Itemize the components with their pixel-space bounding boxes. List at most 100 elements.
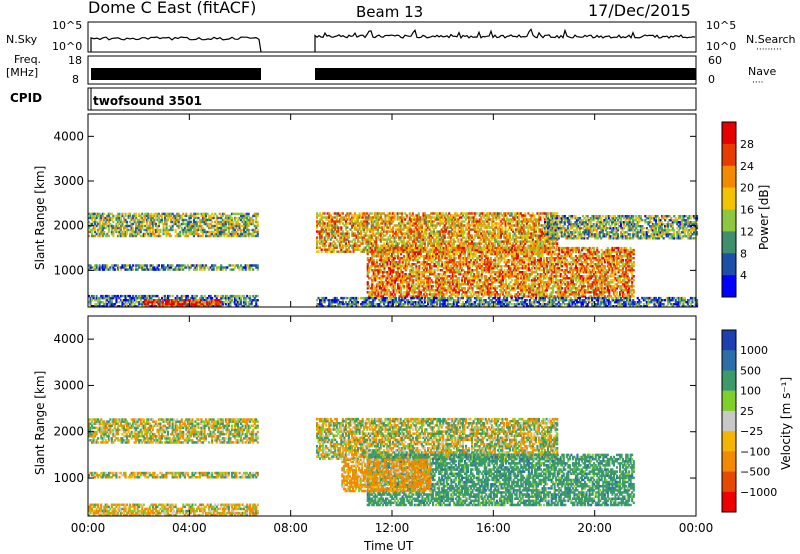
power-echo-cell (110, 230, 113, 234)
power-echo-cell (358, 232, 361, 235)
power-echo-cell (132, 305, 135, 308)
power-echo-cell (165, 222, 168, 226)
power-echo-cell (379, 240, 382, 243)
power-echo-cell (346, 226, 349, 229)
power-echo-cell (238, 232, 241, 236)
power-echo-cell (393, 212, 396, 215)
power-echo-cell (249, 303, 252, 306)
power-echo-cell (233, 224, 236, 228)
power-echo-cell (414, 242, 417, 245)
power-echo-cell (109, 216, 112, 220)
power-echo-cell (119, 232, 122, 236)
power-echo-cell (416, 238, 419, 241)
power-echo-cell (144, 224, 147, 228)
power-echo-cell (144, 214, 147, 218)
power-echo-cell (211, 216, 214, 220)
power-echo-cell (334, 246, 337, 249)
power-echo-cell (256, 232, 259, 236)
power-echo-cell (162, 232, 165, 236)
power-echo-cell (230, 234, 233, 238)
power-echo-cell (104, 294, 107, 298)
power-echo-cell (361, 226, 364, 229)
power-echo-cell (189, 296, 192, 300)
power-echo-cell (357, 218, 360, 221)
power-echo-cell (106, 224, 109, 228)
power-echo-cell (335, 216, 338, 219)
power-echo-cell (167, 294, 170, 298)
power-echo-cell (91, 228, 94, 232)
power-echo-cell (147, 212, 150, 216)
power-echo-cell (235, 234, 238, 238)
power-echo-cell (200, 224, 203, 228)
power-echo-cell (103, 296, 106, 300)
power-echo-cell (104, 234, 107, 238)
power-echo-cell (203, 216, 206, 220)
power-echo-cell (338, 250, 341, 253)
power-echo-cell (227, 216, 230, 220)
power-echo-cell (130, 232, 133, 236)
power-echo-cell (249, 268, 252, 271)
power-echo-cell (417, 234, 420, 237)
power-echo-cell (352, 232, 355, 235)
power-echo-cell (98, 266, 101, 269)
power-echo-cell (132, 268, 135, 271)
power-echo-cell (91, 214, 94, 218)
power-echo-cell (208, 294, 211, 298)
power-echo-cell (106, 303, 109, 306)
power-echo-cell (340, 228, 343, 231)
power-echo-cell (416, 228, 419, 231)
power-echo-cell (417, 230, 420, 233)
power-echo-cell (226, 232, 229, 236)
power-echo-cell (347, 222, 350, 225)
power-echo-cell (337, 230, 340, 233)
power-echo-cell (162, 222, 165, 226)
power-echo-cell (379, 246, 382, 249)
power-echo-cell (180, 222, 183, 226)
power-echo-cell (212, 230, 215, 234)
power-echo-cell (186, 220, 189, 224)
power-echo-cell (202, 212, 205, 216)
power-echo-cell (375, 212, 378, 215)
power-echo-cell (139, 224, 142, 228)
power-echo-cell (100, 232, 103, 236)
power-echo-cell (320, 214, 323, 217)
power-echo-cell (147, 226, 150, 230)
power-echo-cell (241, 232, 244, 236)
power-echo-cell (191, 214, 194, 218)
power-echo-cell (123, 228, 126, 232)
power-echo-cell (195, 264, 198, 267)
power-echo-cell (322, 222, 325, 225)
power-echo-cell (378, 234, 381, 237)
power-echo-cell (142, 268, 145, 271)
power-echo-cell (244, 303, 247, 306)
power-echo-cell (243, 305, 246, 308)
power-echo-cell (211, 220, 214, 224)
power-echo-cell (370, 236, 373, 239)
power-echo-cell (326, 216, 329, 219)
power-echo-cell (401, 242, 404, 245)
power-echo-cell (323, 224, 326, 227)
power-echo-cell (130, 299, 133, 302)
power-echo-cell (403, 246, 406, 250)
power-echo-cell (157, 224, 160, 228)
power-echo-cell (316, 246, 319, 249)
power-echo-cell (533, 214, 536, 217)
power-echo-cell (249, 264, 252, 267)
power-echo-cell (240, 230, 243, 234)
power-echo-cell (223, 234, 226, 238)
power-echo-cell (316, 242, 319, 245)
power-echo-cell (238, 212, 241, 216)
nsearch-key: ········· (756, 45, 782, 55)
power-echo-cell (145, 218, 148, 222)
power-echo-cell (329, 246, 332, 249)
power-echo-cell (340, 236, 343, 239)
power-echo-cell (343, 250, 346, 253)
power-echo-cell (223, 222, 226, 226)
power-echo-cell (384, 230, 387, 233)
power-echo-cell (323, 226, 326, 229)
power-echo-cell (136, 268, 139, 271)
power-echo-cell (110, 216, 113, 220)
power-echo-cell (189, 232, 192, 236)
power-echo-cell (340, 226, 343, 229)
power-echo-cell (173, 218, 176, 222)
